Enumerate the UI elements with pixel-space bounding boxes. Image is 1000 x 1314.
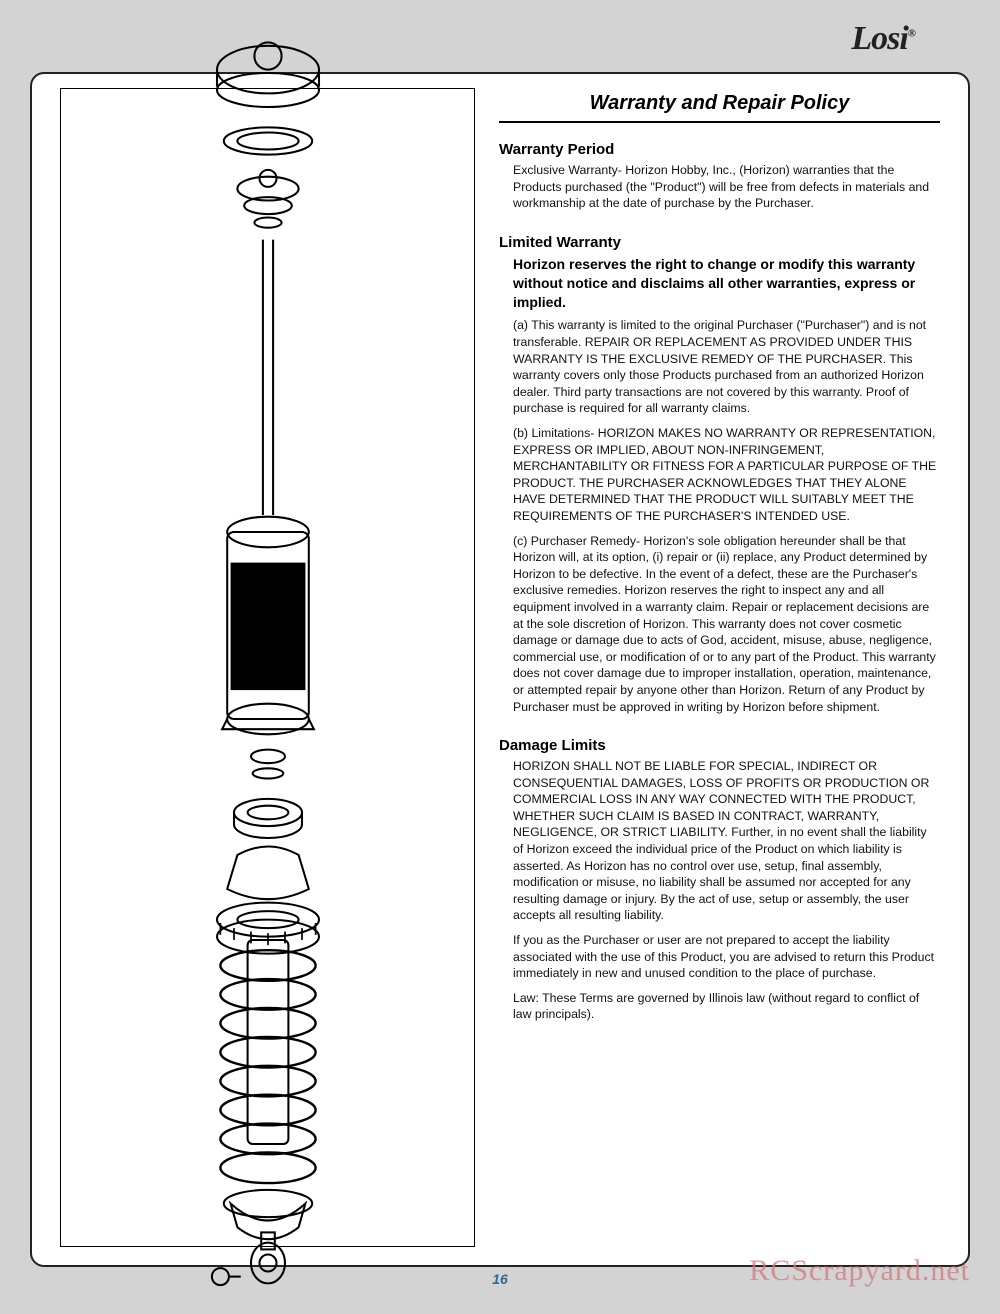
damage-limits-heading: Damage Limits bbox=[499, 737, 940, 754]
brand-logo: Losi® bbox=[851, 20, 915, 58]
watermark-text: RCScrapyard.net bbox=[749, 1254, 970, 1288]
limited-warranty-heading: Limited Warranty bbox=[499, 234, 940, 251]
limited-warranty-b: (b) Limitations- HORIZON MAKES NO WARRAN… bbox=[499, 425, 940, 533]
shock-exploded-diagram bbox=[98, 22, 438, 1314]
warranty-period-body: Exclusive Warranty- Horizon Hobby, Inc.,… bbox=[499, 162, 940, 220]
damage-limits-p3: Law: These Terms are governed by Illinoi… bbox=[499, 990, 940, 1031]
damage-limits-p1: HORIZON SHALL NOT BE LIABLE FOR SPECIAL,… bbox=[499, 758, 940, 932]
damage-limits-p2: If you as the Purchaser or user are not … bbox=[499, 932, 940, 990]
text-column: Warranty and Repair Policy Warranty Peri… bbox=[499, 88, 940, 1247]
limited-warranty-a: (a) This warranty is limited to the orig… bbox=[499, 317, 940, 425]
warranty-period-heading: Warranty Period bbox=[499, 141, 940, 158]
content-columns: Warranty and Repair Policy Warranty Peri… bbox=[32, 74, 968, 1265]
diagram-panel bbox=[60, 88, 475, 1247]
section-title: Warranty and Repair Policy bbox=[499, 92, 940, 123]
logo-text: Losi bbox=[851, 20, 907, 57]
limited-warranty-lead: Horizon reserves the right to change or … bbox=[499, 255, 940, 318]
limited-warranty-c: (c) Purchaser Remedy- Horizon's sole obl… bbox=[499, 533, 940, 724]
page-frame: Warranty and Repair Policy Warranty Peri… bbox=[30, 72, 970, 1267]
logo-registered: ® bbox=[908, 28, 915, 40]
